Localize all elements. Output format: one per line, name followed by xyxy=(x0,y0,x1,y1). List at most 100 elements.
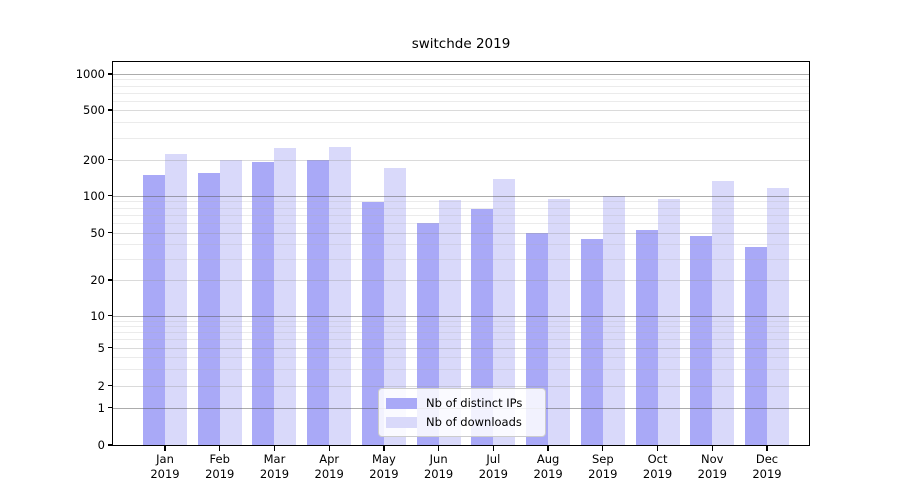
x-tick-label-jan: Jan 2019 xyxy=(150,452,180,481)
y-tick-mark-5 xyxy=(108,347,113,349)
legend: Nb of distinct IPs Nb of downloads xyxy=(378,388,546,437)
bar-downloads-aug xyxy=(548,199,571,445)
y-tick-label-500: 500 xyxy=(83,103,105,117)
x-tick-mark-feb xyxy=(219,446,221,451)
bar-distinct-ips-jan xyxy=(143,174,165,445)
gridline-minor-4 xyxy=(113,356,809,358)
gridline-100 xyxy=(113,195,809,197)
bar-downloads-jul xyxy=(493,178,516,445)
gridline-minor-600 xyxy=(113,100,809,102)
gridline-minor-8 xyxy=(113,326,809,327)
y-tick-mark-0 xyxy=(108,444,113,446)
gridline-minor-400 xyxy=(113,122,809,124)
x-tick-mark-jun xyxy=(437,446,440,451)
y-tick-mark-500 xyxy=(108,109,113,111)
bar-downloads-jan xyxy=(165,153,187,445)
bar-distinct-ips-jul xyxy=(471,208,494,445)
bar-downloads-may xyxy=(383,168,406,445)
y-tick-mark-10 xyxy=(108,315,113,317)
bar-downloads-nov xyxy=(712,180,735,445)
bar-downloads-oct xyxy=(657,199,680,445)
chart-title: switchde 2019 xyxy=(411,36,511,52)
y-tick-mark-1000 xyxy=(108,73,113,75)
gridline-minor-80 xyxy=(113,207,809,209)
y-tick-label-20: 20 xyxy=(90,273,105,287)
x-tick-label-apr: Apr 2019 xyxy=(314,452,344,481)
bar-downloads-mar xyxy=(274,147,297,445)
x-tick-mark-may xyxy=(383,446,385,451)
gridline-5 xyxy=(113,347,809,349)
gridline-500 xyxy=(113,110,809,111)
legend-swatch-distinct-ips xyxy=(386,397,417,409)
x-tick-label-jun: Jun 2019 xyxy=(423,452,454,481)
gridline-minor-30 xyxy=(113,259,809,261)
bar-downloads-apr xyxy=(329,146,352,445)
y-tick-label-0: 0 xyxy=(97,438,105,452)
gridline-minor-700 xyxy=(113,92,809,94)
x-tick-mark-nov xyxy=(711,446,713,451)
y-tick-mark-50 xyxy=(108,232,113,234)
gridline-minor-70 xyxy=(113,214,809,216)
y-tick-mark-2 xyxy=(108,385,113,387)
gridline-200 xyxy=(113,159,809,161)
x-tick-mark-oct xyxy=(656,446,659,451)
y-tick-mark-20 xyxy=(108,279,113,281)
gridline-10 xyxy=(113,315,809,317)
y-tick-label-1000: 1000 xyxy=(75,67,105,81)
gridline-2 xyxy=(113,385,809,387)
x-tick-label-aug: Aug 2019 xyxy=(533,452,563,481)
gridline-20 xyxy=(113,280,809,281)
legend-label-downloads: Nb of downloads xyxy=(426,415,522,429)
x-tick-mark-sep xyxy=(602,446,604,451)
bar-distinct-ips-oct xyxy=(635,229,658,445)
legend-row-downloads: Nb of downloads xyxy=(386,415,535,429)
bar-distinct-ips-may xyxy=(361,201,384,445)
gridline-minor-9 xyxy=(113,320,809,322)
x-tick-mark-jan xyxy=(164,446,166,451)
x-tick-label-mar: Mar 2019 xyxy=(259,452,290,481)
gridline-1000 xyxy=(113,74,809,75)
gridline-minor-40 xyxy=(113,244,809,246)
gridline-minor-900 xyxy=(113,79,809,81)
bar-distinct-ips-feb xyxy=(197,172,220,445)
x-tick-mark-aug xyxy=(547,446,549,451)
x-tick-mark-jul xyxy=(492,446,494,451)
y-tick-label-10: 10 xyxy=(90,308,105,323)
gridline-minor-300 xyxy=(113,137,809,139)
x-tick-label-nov: Nov 2019 xyxy=(697,452,727,481)
bar-distinct-ips-dec xyxy=(745,246,767,445)
x-tick-label-feb: Feb 2019 xyxy=(205,452,235,481)
gridline-minor-90 xyxy=(113,201,809,203)
gridline-minor-800 xyxy=(113,85,809,87)
gridline-minor-3 xyxy=(113,368,809,370)
y-tick-label-5: 5 xyxy=(97,340,105,355)
bar-distinct-ips-mar xyxy=(252,162,275,445)
y-tick-label-2: 2 xyxy=(97,378,105,393)
bar-distinct-ips-nov xyxy=(690,235,713,445)
x-tick-label-sep: Sep 2019 xyxy=(588,452,618,481)
legend-row-distinct-ips: Nb of distinct IPs xyxy=(386,396,535,410)
gridline-minor-6 xyxy=(113,339,809,341)
gridline-minor-7 xyxy=(113,332,809,334)
x-tick-mark-mar xyxy=(273,446,276,451)
legend-swatch-downloads xyxy=(386,416,417,428)
bar-distinct-ips-apr xyxy=(307,160,330,445)
bar-distinct-ips-sep xyxy=(580,239,603,445)
bar-downloads-jun xyxy=(438,200,461,445)
x-tick-label-may: May 2019 xyxy=(369,452,399,481)
gridline-50 xyxy=(113,232,809,234)
y-tick-mark-200 xyxy=(108,158,113,161)
y-tick-label-200: 200 xyxy=(83,152,105,167)
y-tick-label-100: 100 xyxy=(83,188,105,203)
y-tick-label-1: 1 xyxy=(97,400,105,415)
x-tick-label-jul: Jul 2019 xyxy=(478,452,508,481)
x-tick-mark-apr xyxy=(328,446,330,451)
gridline-minor-60 xyxy=(113,222,809,224)
legend-label-distinct-ips: Nb of distinct IPs xyxy=(426,396,523,410)
x-tick-mark-dec xyxy=(766,446,768,451)
x-tick-label-oct: Oct 2019 xyxy=(642,452,673,481)
y-tick-label-50: 50 xyxy=(90,225,105,240)
bar-downloads-feb xyxy=(219,160,242,445)
y-tick-mark-100 xyxy=(108,195,113,197)
